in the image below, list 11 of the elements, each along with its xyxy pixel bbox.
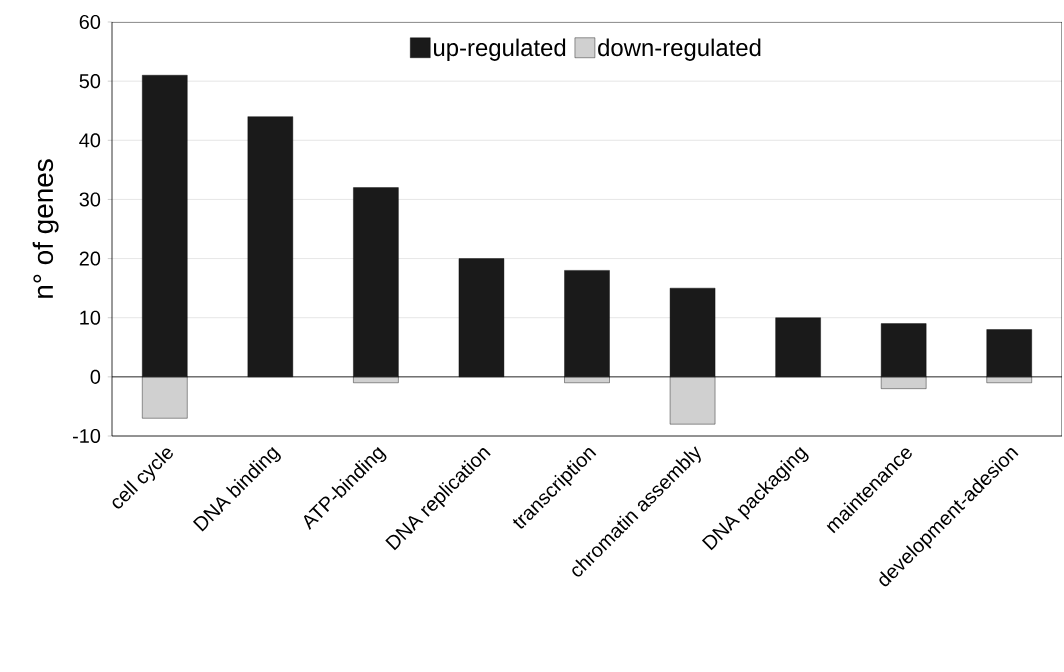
legend-label: up-regulated xyxy=(434,38,566,61)
y-axis-title: n° of genes xyxy=(32,159,59,298)
y-tick-label: 20 xyxy=(79,251,101,266)
legend-label: down-regulated xyxy=(598,38,761,61)
y-tick-label: 40 xyxy=(79,133,101,148)
y-tick-label: 30 xyxy=(79,192,101,207)
y-tick-label: 60 xyxy=(79,14,101,30)
y-tick-label: 10 xyxy=(80,310,101,325)
y-tick-label: 0 xyxy=(90,369,101,384)
y-tick-label: -10 xyxy=(73,428,101,444)
y-tick-label: 50 xyxy=(79,74,101,89)
